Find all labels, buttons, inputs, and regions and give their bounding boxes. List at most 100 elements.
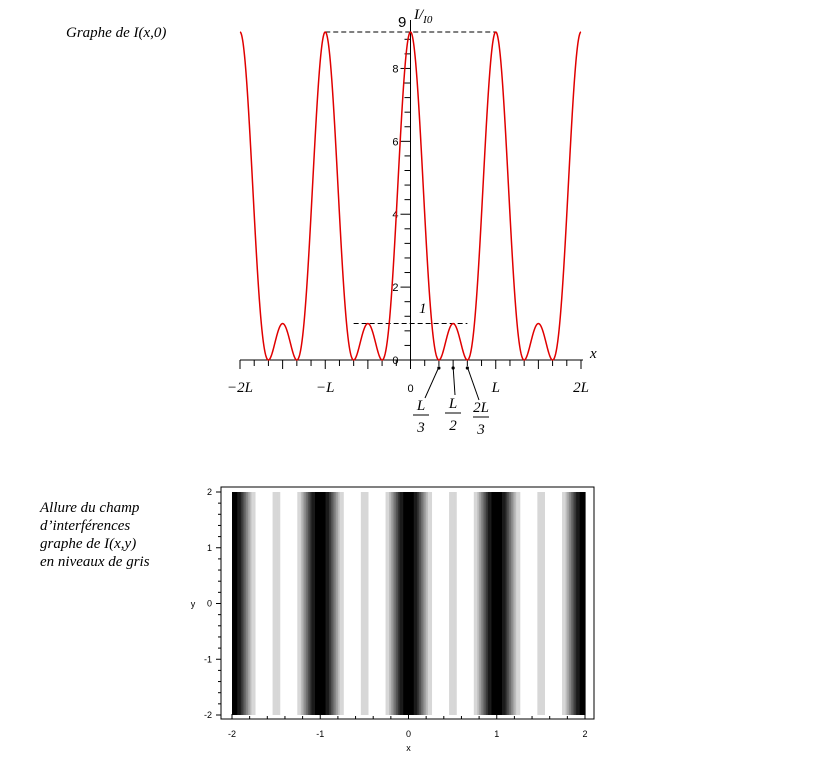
heatmap-cell <box>516 492 519 715</box>
heatmap-cell <box>577 492 581 715</box>
heatmap-cell <box>244 492 247 715</box>
x-tick-label: −L <box>316 380 334 396</box>
heatmap-cell <box>401 492 404 715</box>
x-tick-label: 1 <box>494 729 499 739</box>
heatmap-cell <box>251 492 254 715</box>
heatmap-cell <box>503 492 507 715</box>
y-tick-label: 1 <box>207 543 212 553</box>
heatmap-cell <box>482 492 485 715</box>
heatmap-cell <box>493 492 496 715</box>
heatmap-cell <box>413 492 417 715</box>
heatmap-cell <box>517 492 521 715</box>
x-tick-label: 0 <box>407 383 413 395</box>
bottom-caption-line-4: en niveaux de gris <box>40 554 150 570</box>
heatmap-cell <box>563 492 567 715</box>
heatmap-cell <box>325 492 328 715</box>
heatmap-cell <box>426 492 429 715</box>
heatmap-cell <box>489 492 493 715</box>
heatmap-cell <box>480 492 484 715</box>
heatmap-cell <box>397 492 401 715</box>
heatmap-cell <box>512 492 515 715</box>
heatmap-cell <box>449 492 452 715</box>
heatmap-cell <box>394 492 397 715</box>
heatmap-cell <box>473 492 477 715</box>
heatmap-cell <box>306 492 309 715</box>
heatmap-cell <box>514 492 517 715</box>
x-tick-label: -2 <box>228 729 236 739</box>
heatmap-cell <box>403 492 406 715</box>
y-tick-label: 2 <box>392 282 398 294</box>
heatmap-cell <box>581 492 584 715</box>
heatmap-cell <box>452 492 455 715</box>
intensity-curve <box>239 31 582 361</box>
x-tick-label: −2L <box>227 380 253 396</box>
heatmap-cell <box>502 492 505 715</box>
heatmap-cell <box>419 492 422 715</box>
heatmap-cell <box>487 492 491 715</box>
heatmap-cell <box>454 492 457 715</box>
heatmap-cell <box>247 492 251 715</box>
annotation-arrow-0 <box>424 366 440 399</box>
x-tick-label: 2L <box>573 380 589 396</box>
heatmap-cell <box>540 492 544 715</box>
annotation-arrowhead-1 <box>451 366 455 370</box>
annotation-numerator-0: L <box>416 398 425 414</box>
y-axis-label: y <box>191 599 196 609</box>
annotation-arrowhead-2 <box>465 366 469 370</box>
interference-field-chart: -2 -1 0 1 2 -2 -1 0 1 2 x y <box>191 486 595 753</box>
heatmap-cell <box>232 492 235 715</box>
heatmap-cell <box>450 492 454 715</box>
heatmap-cell <box>246 492 249 715</box>
heatmap-cell <box>491 492 494 715</box>
heatmap-cell <box>399 492 403 715</box>
heatmap-cell <box>330 492 334 715</box>
heatmap-cell <box>297 492 300 715</box>
heatmap-cell <box>579 492 583 715</box>
heatmap-cell <box>322 492 325 715</box>
y-axis-label: I/I0 <box>413 7 433 26</box>
heatmap-cell <box>274 492 277 715</box>
heatmap-cell <box>299 492 302 715</box>
heatmap-cell <box>496 492 500 715</box>
heatmap-cell <box>323 492 327 715</box>
heatmap-cell <box>385 492 388 715</box>
heatmap-cell <box>412 492 415 715</box>
heatmap-cell <box>276 492 279 715</box>
y-tick-label: 0 <box>207 599 212 609</box>
heatmap-cell <box>537 492 540 715</box>
x-tick-label: -1 <box>316 729 324 739</box>
heatmap-cell <box>362 492 365 715</box>
heatmap-cell <box>392 492 395 715</box>
heatmap-cell <box>307 492 311 715</box>
heatmap-cell <box>475 492 478 715</box>
annotation-denominator-2: 3 <box>476 422 485 438</box>
annotation-numerator-2: 2L <box>473 400 489 416</box>
y-tick-label: -1 <box>204 654 212 664</box>
heatmap-cell <box>360 492 364 715</box>
annotation-denominator-0: 3 <box>416 420 425 436</box>
x-tick-label: 0 <box>406 729 411 739</box>
heatmap-cell <box>396 492 399 715</box>
heatmap-cell <box>429 492 433 715</box>
y-tick-label: 6 <box>392 136 398 148</box>
annotation-denominator-1: 2 <box>449 418 457 434</box>
heatmap-cell <box>494 492 498 715</box>
heatmap-cell <box>337 492 341 715</box>
heatmap-cell <box>242 492 245 715</box>
heatmap-cell <box>406 492 410 715</box>
heatmap-cell <box>387 492 390 715</box>
heatmap-cell <box>366 492 369 715</box>
heatmap-cell <box>484 492 487 715</box>
reference-label-1: 1 <box>419 301 427 317</box>
heatmap-cell <box>237 492 240 715</box>
heatmap-cell <box>415 492 418 715</box>
heatmap-cell <box>320 492 323 715</box>
heatmap-cell <box>334 492 337 715</box>
heatmap-cell <box>572 492 576 715</box>
x-tick-label: L <box>491 380 500 396</box>
bottom-caption-line-2: d’interférences <box>40 518 131 534</box>
y-tick-label: 4 <box>392 209 398 221</box>
heatmap-cell <box>417 492 420 715</box>
